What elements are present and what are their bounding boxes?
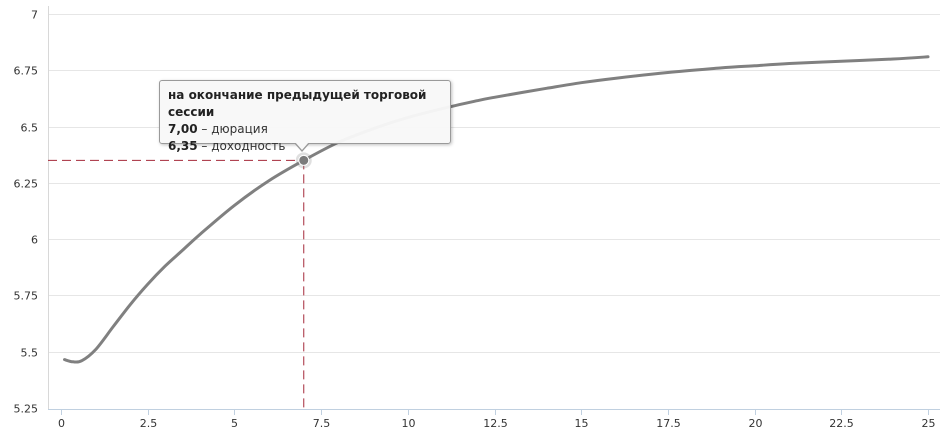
tooltip-yield-label: – доходность: [197, 139, 286, 153]
tooltip-title: на окончание предыдущей торговой сессии: [168, 88, 427, 119]
x-tick-label: 25: [922, 417, 936, 430]
x-tick-label: 22.5: [829, 417, 854, 430]
x-tick-label: 20: [749, 417, 763, 430]
grid-lines: [48, 14, 940, 353]
x-tick-label: 5: [231, 417, 238, 430]
y-tick-label: 5.25: [14, 403, 39, 416]
tooltip-yield-row: 6,35 – доходность: [168, 138, 442, 155]
y-tick-label: 5.5: [21, 347, 39, 360]
x-tick-label: 12.5: [483, 417, 508, 430]
x-tick-label: 0: [58, 417, 65, 430]
tooltip-pointer: [294, 142, 310, 152]
y-tick-label: 6.25: [14, 178, 39, 191]
tooltip-duration-value: 7,00: [168, 122, 198, 136]
tooltip-duration-label: – дюрация: [197, 122, 268, 136]
x-tick-label: 7.5: [313, 417, 331, 430]
y-axis-labels: 5.25 5.5 5.75 6 6.25 6.5 6.75 7: [14, 9, 39, 416]
axes: [48, 6, 940, 415]
y-tick-label: 6.5: [21, 122, 39, 135]
x-tick-label: 17.5: [656, 417, 681, 430]
x-tick-label: 2.5: [140, 417, 158, 430]
marker-dot: [298, 154, 310, 166]
y-tick-label: 6.75: [14, 65, 39, 78]
highlight-guides: [48, 159, 305, 409]
tooltip-duration-row: 7,00 – дюрация: [168, 121, 442, 138]
x-tick-label: 10: [402, 417, 416, 430]
x-tick-label: 15: [575, 417, 589, 430]
y-tick-label: 5.75: [14, 290, 39, 303]
tooltip: на окончание предыдущей торговой сессии …: [159, 80, 451, 153]
y-tick-label: 6: [31, 234, 38, 247]
highlight-point[interactable]: [295, 152, 312, 169]
x-axis-labels: 0 2.5 5 7.5 10 12.5 15 17.5 20 22.5 25: [58, 417, 936, 430]
y-tick-label: 7: [31, 9, 38, 22]
tooltip-yield-value: 6,35: [168, 139, 198, 153]
